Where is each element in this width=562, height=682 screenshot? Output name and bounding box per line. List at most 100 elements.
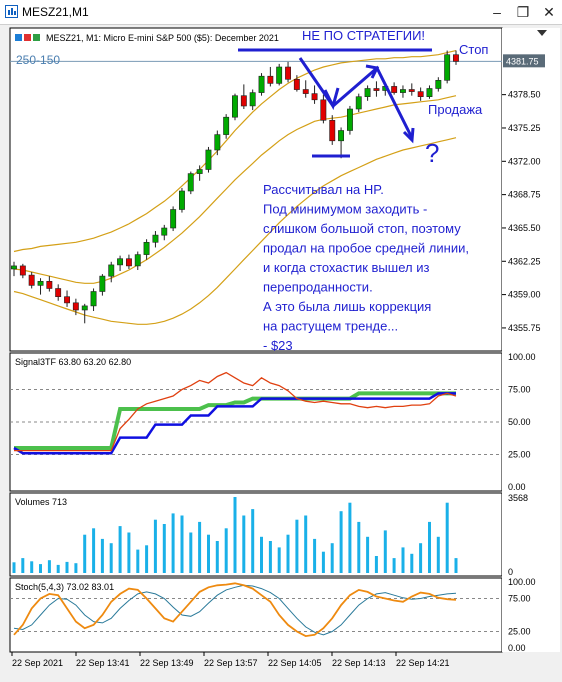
volume-bar — [436, 536, 440, 573]
chart-app-icon — [5, 5, 18, 18]
volume-bar — [118, 526, 122, 573]
candle — [64, 296, 71, 304]
volume-bar — [383, 530, 387, 573]
volume-header: Volumes 713 — [15, 497, 67, 507]
window-title: MESZ21,M1 — [22, 5, 89, 19]
price-tick-label: 4368.75 — [508, 190, 541, 200]
candle — [232, 95, 238, 118]
candle — [373, 88, 380, 91]
volume-bar — [21, 558, 25, 573]
volume-bar — [65, 561, 69, 573]
candle — [99, 275, 106, 292]
volume-bar — [330, 543, 334, 573]
candle — [143, 242, 150, 255]
candle — [320, 99, 327, 121]
volume-bar — [145, 545, 149, 573]
comment-line: на растущем тренде... — [263, 319, 398, 334]
volume-top-label: 3568 — [508, 493, 528, 503]
comment-line: Рассчитывал на HP. — [263, 182, 384, 197]
volume-bar — [83, 534, 87, 573]
candle — [417, 91, 424, 97]
candle — [276, 66, 283, 84]
candle — [240, 95, 247, 107]
volume-bar — [100, 538, 104, 573]
candle — [399, 89, 406, 93]
volume-bar — [410, 553, 414, 573]
volume-bar — [348, 502, 352, 573]
candle — [408, 89, 415, 92]
candle — [81, 305, 88, 311]
window-titlebar[interactable]: MESZ21,M1 – ❐ ✕ — [0, 0, 562, 25]
volume-bar — [454, 558, 458, 573]
price-tick-label: 4378.50 — [508, 90, 541, 100]
candle — [37, 280, 44, 286]
signal-tick-label: 75.00 — [508, 385, 531, 395]
candle — [126, 258, 132, 267]
volume-bar — [207, 534, 210, 573]
signal-red-line — [14, 371, 457, 452]
volume-bar — [321, 551, 325, 573]
price-tick-label: 4359.00 — [508, 290, 541, 300]
volume-bar — [153, 519, 157, 573]
volume-bar — [286, 534, 290, 573]
volume-bar — [127, 532, 131, 573]
volume-bar — [242, 515, 246, 573]
annotation-question: ? — [425, 138, 439, 168]
stoch-tick-label: 0.00 — [508, 643, 526, 653]
volume-bar — [180, 515, 184, 573]
signal-blue-line — [13, 392, 456, 455]
candle — [108, 264, 115, 277]
time-tick-label: 22 Sep 13:49 — [140, 658, 194, 668]
candle — [426, 88, 433, 97]
candle — [364, 88, 371, 97]
price-tick-label: 4365.50 — [508, 223, 541, 233]
comment-line: продал на пробое средней линии, — [263, 241, 469, 256]
annotation-sell: Продажа — [428, 102, 483, 117]
close-button[interactable]: ✕ — [543, 4, 555, 20]
candle — [435, 79, 442, 89]
volume-bar — [224, 528, 228, 573]
volume-bar — [357, 521, 361, 573]
volume-bar — [268, 541, 272, 573]
volume-bar — [313, 538, 317, 573]
candle — [267, 75, 274, 84]
volume-bottom-label: 0 — [508, 567, 513, 577]
current-price-tag — [503, 54, 545, 68]
band-middle-line — [13, 95, 457, 284]
candle — [196, 169, 203, 174]
stoch-header: Stoch(5,4,3) 73.02 83.01 — [15, 582, 114, 592]
stoch-signal-line — [13, 584, 457, 636]
price-tick-label: 4355.75 — [508, 323, 541, 333]
volume-bar — [233, 497, 237, 573]
range-label: 250-150 — [16, 53, 60, 67]
price-tick-label: 4372.00 — [508, 156, 541, 166]
candle — [293, 78, 300, 90]
candle — [187, 173, 194, 192]
candle — [55, 288, 62, 297]
time-tick-label: 22 Sep 13:41 — [76, 658, 130, 668]
volume-bar — [162, 524, 166, 573]
volume-bar — [260, 536, 263, 573]
candle — [355, 96, 362, 110]
volume-bar — [109, 543, 113, 573]
volume-bar — [47, 560, 51, 573]
candle — [391, 86, 398, 93]
volume-bar — [189, 532, 193, 573]
chart-area[interactable]: 4378.50 4375.25 4372.00 4368.75 4365.50 4362.… — [0, 24, 562, 682]
signal-tick-label: 50.00 — [508, 417, 531, 427]
band-upper-line — [13, 50, 457, 253]
candle — [205, 149, 212, 170]
comment-line: и когда стохастик вышел из — [263, 260, 429, 275]
signal-tick-label: 100.00 — [508, 352, 536, 362]
candle — [161, 227, 168, 236]
restore-button[interactable]: ❐ — [516, 4, 530, 20]
main-panel-header: MESZ21, M1: Micro E-mini S&P 500 ($5): D… — [46, 33, 279, 43]
current-price-label: 4381.75 — [506, 56, 539, 66]
candle — [249, 92, 256, 107]
candle — [134, 254, 141, 267]
candle — [179, 190, 185, 210]
minimize-button[interactable]: – — [493, 4, 501, 20]
signal-header: Signal3TF 63.80 63.20 62.80 — [15, 357, 131, 367]
comment-line: перепроданности. — [263, 280, 373, 295]
